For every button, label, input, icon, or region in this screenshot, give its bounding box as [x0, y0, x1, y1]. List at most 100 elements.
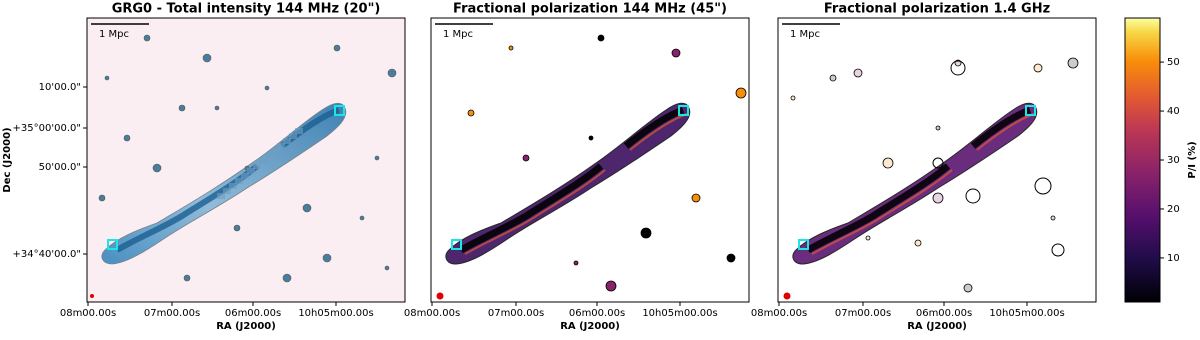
- pol-source: [671, 48, 681, 58]
- y-axis-label: Dec (J2000): [2, 127, 13, 192]
- diffuse-patch: [223, 188, 231, 194]
- diffuse-patch: [247, 168, 255, 174]
- pol-source: [963, 283, 973, 293]
- beam: [90, 294, 94, 298]
- x-tick-label: 08m00.00s: [751, 308, 807, 319]
- colorbar-tick-label: 30: [1167, 155, 1180, 166]
- x-tick-label: 10h05m00.00s: [989, 308, 1064, 319]
- x-tick-label: 10h05m00.00s: [642, 308, 717, 319]
- pol-source: [829, 74, 837, 82]
- pol-source: [853, 68, 863, 78]
- point-source: [104, 75, 110, 81]
- y-tick-label: +34°40'00.0": [13, 249, 81, 260]
- marker-box: [1025, 105, 1036, 116]
- pol-source: [691, 193, 701, 203]
- diffuse-patch: [259, 158, 267, 164]
- pol-source: [467, 109, 475, 117]
- x-tick-label: 08m00.00s: [60, 308, 116, 319]
- panel: 1 Mpc GRG0 - Total intensity 144 MHz (20"…: [2, 2, 406, 332]
- x-axis-label: RA (J2000): [216, 321, 276, 332]
- pol-source: [605, 280, 617, 292]
- pol-source: [932, 192, 944, 204]
- contour: [965, 188, 981, 204]
- colorbar-label: P/I (%): [1187, 141, 1198, 178]
- y-tick-label: 50'00.0": [39, 162, 81, 173]
- marker-box: [678, 105, 689, 116]
- point-source: [333, 44, 341, 52]
- colorbar: [1124, 17, 1161, 303]
- scalebar-label: 1 Mpc: [443, 29, 473, 40]
- panel-title: Fractional polarization 144 MHz (45"): [453, 2, 727, 17]
- pol-source: [865, 235, 871, 241]
- diffuse-patch: [289, 133, 297, 139]
- point-source: [322, 253, 332, 263]
- image-bg: [87, 18, 405, 302]
- y-tick-label: 10'00.0": [39, 82, 81, 93]
- marker-box: [334, 105, 345, 116]
- scalebar-label: 1 Mpc: [790, 29, 820, 40]
- point-source: [183, 274, 191, 282]
- pol-source: [914, 239, 922, 247]
- colorbar-tick-label: 40: [1167, 106, 1180, 117]
- colorbar-tick-label: 50: [1167, 57, 1180, 68]
- frame: [86, 17, 406, 303]
- panel-title: GRG0 - Total intensity 144 MHz (20"): [112, 2, 381, 17]
- pol-source: [1050, 215, 1056, 221]
- point-source: [374, 155, 380, 161]
- marker-box: [798, 239, 809, 250]
- diffuse-patch: [241, 173, 249, 179]
- frame: [430, 17, 750, 303]
- beam: [436, 292, 444, 300]
- sky-image: [90, 34, 397, 298]
- x-tick-label: 06m00.00s: [569, 308, 625, 319]
- point-source: [282, 273, 292, 283]
- point-source: [214, 105, 220, 111]
- frame: [777, 17, 1097, 303]
- x-tick-label: 08m00.00s: [404, 308, 460, 319]
- x-axis-label: RA (J2000): [560, 321, 620, 332]
- point-source: [178, 104, 186, 112]
- pol-source: [882, 157, 894, 169]
- sky-image: [436, 34, 747, 300]
- diffuse-patch: [283, 138, 291, 144]
- panel-title: Fractional polarization 1.4 GHz: [824, 2, 1050, 17]
- x-tick-label: 07m00.00s: [144, 308, 200, 319]
- pol-source: [597, 34, 605, 42]
- x-tick-label: 06m00.00s: [225, 308, 281, 319]
- diffuse-patch: [235, 178, 243, 184]
- pol-source: [522, 154, 530, 162]
- point-source: [143, 34, 151, 42]
- x-tick-label: 10h05m00.00s: [298, 308, 373, 319]
- point-source: [302, 203, 312, 213]
- point-source: [384, 265, 390, 271]
- colorbar-tick-label: 10: [1167, 253, 1180, 264]
- pol-source: [790, 95, 796, 101]
- marker-box: [451, 239, 462, 250]
- point-source: [359, 215, 365, 221]
- contour: [1034, 177, 1052, 195]
- diffuse-patch: [229, 183, 237, 189]
- x-axis-label: RA (J2000): [907, 321, 967, 332]
- x-tick-label: 07m00.00s: [835, 308, 891, 319]
- pol-source: [1033, 63, 1043, 73]
- panel: 1 Mpc Fractional polarization 144 MHz (45…: [404, 2, 750, 332]
- beam: [783, 292, 791, 300]
- diffuse-patch: [217, 193, 225, 199]
- pol-source: [1067, 57, 1079, 69]
- pol-source: [640, 227, 652, 239]
- x-tick-label: 07m00.00s: [488, 308, 544, 319]
- pol-source: [935, 125, 941, 131]
- x-tick-label: 06m00.00s: [916, 308, 972, 319]
- diffuse-patch: [253, 163, 261, 169]
- pol-source: [735, 87, 747, 99]
- image-bg: [778, 18, 1096, 302]
- contour: [950, 60, 966, 76]
- point-source: [98, 194, 106, 202]
- point-source: [233, 224, 241, 232]
- pol-source: [588, 135, 594, 141]
- point-source: [202, 53, 212, 63]
- panel: 1 Mpc Fractional polarization 1.4 GHz 08m0…: [751, 2, 1097, 332]
- point-source: [152, 163, 162, 173]
- diffuse-patch: [265, 153, 273, 159]
- marker-box: [107, 239, 118, 250]
